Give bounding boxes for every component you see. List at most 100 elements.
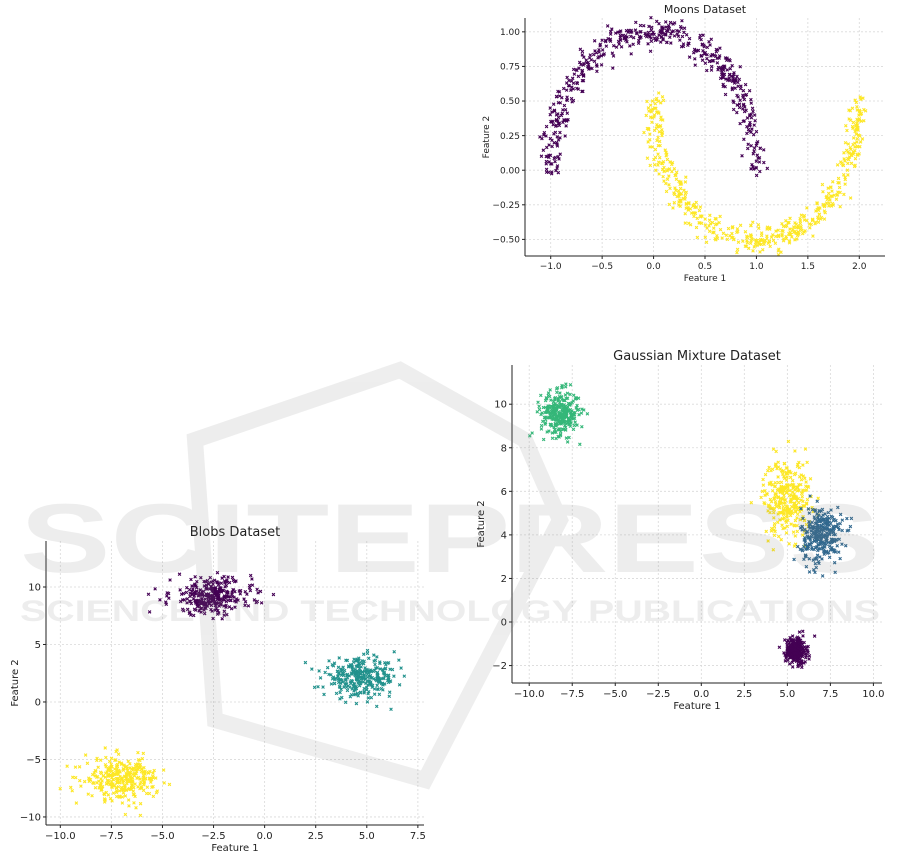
moons-point-series-1 <box>741 239 745 243</box>
gmm-point-series-1 <box>772 528 777 532</box>
moons-point-series-0 <box>548 106 552 110</box>
moons-point-series-0 <box>728 58 732 63</box>
gmm-point-series-3 <box>800 642 805 647</box>
moons-point-series-1 <box>846 161 850 166</box>
gmm-point-series-1 <box>782 493 786 498</box>
moons-point-series-1 <box>693 205 697 210</box>
moons-point-series-1 <box>708 213 712 218</box>
moons-point-series-0 <box>730 86 735 90</box>
gmm-point-series-1 <box>781 496 786 501</box>
gmm-point-series-1 <box>784 483 789 488</box>
moons-point-series-0 <box>544 145 549 150</box>
blobs-point-series-0 <box>223 584 227 589</box>
gmm-point-series-0 <box>545 430 549 434</box>
moons-point-series-1 <box>846 157 851 162</box>
gmm-point-series-1 <box>764 529 769 534</box>
gmm-point-series-1 <box>781 526 785 531</box>
gmm-point-series-0 <box>566 417 571 421</box>
blobs-point-series-1 <box>366 656 371 661</box>
moons-point-series-0 <box>616 39 621 44</box>
moons-point-series-0 <box>715 48 720 52</box>
gmm-point-series-2 <box>813 570 817 575</box>
blobs-point-series-1 <box>318 676 323 680</box>
gmm-point-series-1 <box>781 508 786 512</box>
blobs-point-series-1 <box>341 665 345 670</box>
moons-point-series-0 <box>556 112 560 116</box>
moons-point-series-1 <box>822 217 827 221</box>
moons-point-series-0 <box>580 70 584 74</box>
gmm-point-series-0 <box>557 427 562 432</box>
gmm-point-series-2 <box>822 550 827 554</box>
blobs-point-series-1 <box>316 684 320 689</box>
moons-chart: −1.0 −0.5 0.0 0.5 1.0 1.5 2.0 1.00 0.75 0.50 0.25 0… <box>482 3 885 284</box>
gmm-point-series-2 <box>814 565 819 570</box>
moons-point-series-1 <box>725 237 730 242</box>
blobs-point-series-0 <box>233 605 237 610</box>
gmm-point-series-1 <box>790 511 795 516</box>
moons-y-tick-label: 0.75 <box>500 63 520 73</box>
moons-point-series-1 <box>855 140 859 144</box>
moons-point-series-0 <box>748 113 752 117</box>
gmm-point-series-1 <box>795 464 800 469</box>
moons-point-series-1 <box>799 224 803 229</box>
moons-point-series-0 <box>654 19 659 24</box>
moons-point-series-0 <box>602 52 607 56</box>
gmm-point-series-1 <box>804 484 808 489</box>
moons-point-series-0 <box>571 81 576 85</box>
blobs-point-series-2 <box>151 771 155 775</box>
watermark-line1: SCITEPRESS <box>20 483 880 593</box>
blobs-point-series-0 <box>220 617 224 621</box>
moons-point-series-1 <box>667 167 672 171</box>
moons-point-series-0 <box>643 33 648 38</box>
moons-point-series-1 <box>788 227 792 231</box>
blobs-point-series-0 <box>199 606 204 611</box>
moons-point-series-0 <box>581 78 586 83</box>
gmm-point-series-2 <box>829 508 833 512</box>
gmm-point-series-2 <box>818 547 822 551</box>
gmm-x-tick-label: 5.0 <box>779 689 795 700</box>
gmm-point-series-3 <box>787 652 792 657</box>
moons-point-series-0 <box>752 149 756 153</box>
gmm-point-series-2 <box>824 517 829 522</box>
gmm-point-series-1 <box>762 500 766 505</box>
gmm-point-series-2 <box>814 556 819 560</box>
blobs-point-series-1 <box>323 670 327 675</box>
moons-point-series-0 <box>629 52 633 56</box>
moons-point-series-1 <box>663 148 668 152</box>
blobs-point-series-2 <box>121 791 126 795</box>
blobs-point-series-2 <box>147 791 152 796</box>
moons-point-series-0 <box>675 32 680 36</box>
blobs-point-series-0 <box>209 603 214 608</box>
moons-point-series-1 <box>857 108 862 113</box>
moons-point-series-1 <box>735 250 739 255</box>
blobs-point-series-0 <box>215 570 220 575</box>
moons-point-series-1 <box>678 186 683 191</box>
gmm-point-series-0 <box>577 412 581 417</box>
gmm-point-series-1 <box>797 482 801 487</box>
blobs-point-series-0 <box>255 587 259 592</box>
moons-point-series-1 <box>805 206 809 210</box>
moons-point-series-0 <box>700 58 705 63</box>
moons-point-series-0 <box>666 25 671 30</box>
moons-point-series-1 <box>657 130 662 134</box>
moons-point-series-1 <box>759 238 764 243</box>
blobs-point-series-0 <box>242 597 246 601</box>
gmm-point-series-2 <box>829 547 833 552</box>
moons-point-series-0 <box>755 140 760 144</box>
moons-point-series-1 <box>653 101 658 106</box>
gmm-point-series-1 <box>771 510 776 515</box>
blobs-point-series-2 <box>113 767 117 771</box>
blobs-point-series-0 <box>271 592 276 597</box>
moons-point-series-0 <box>701 49 705 53</box>
moons-point-series-0 <box>744 108 748 113</box>
blobs-point-series-1 <box>322 692 326 697</box>
gmm-point-series-2 <box>807 570 812 574</box>
moons-point-series-1 <box>845 128 849 133</box>
moons-point-series-0 <box>570 100 574 104</box>
moons-point-series-1 <box>801 215 806 219</box>
moons-point-series-0 <box>600 48 605 52</box>
gmm-point-series-0 <box>565 396 570 401</box>
gmm-point-series-1 <box>779 496 783 501</box>
moons-point-series-0 <box>558 130 562 135</box>
moons-point-series-1 <box>672 200 677 205</box>
